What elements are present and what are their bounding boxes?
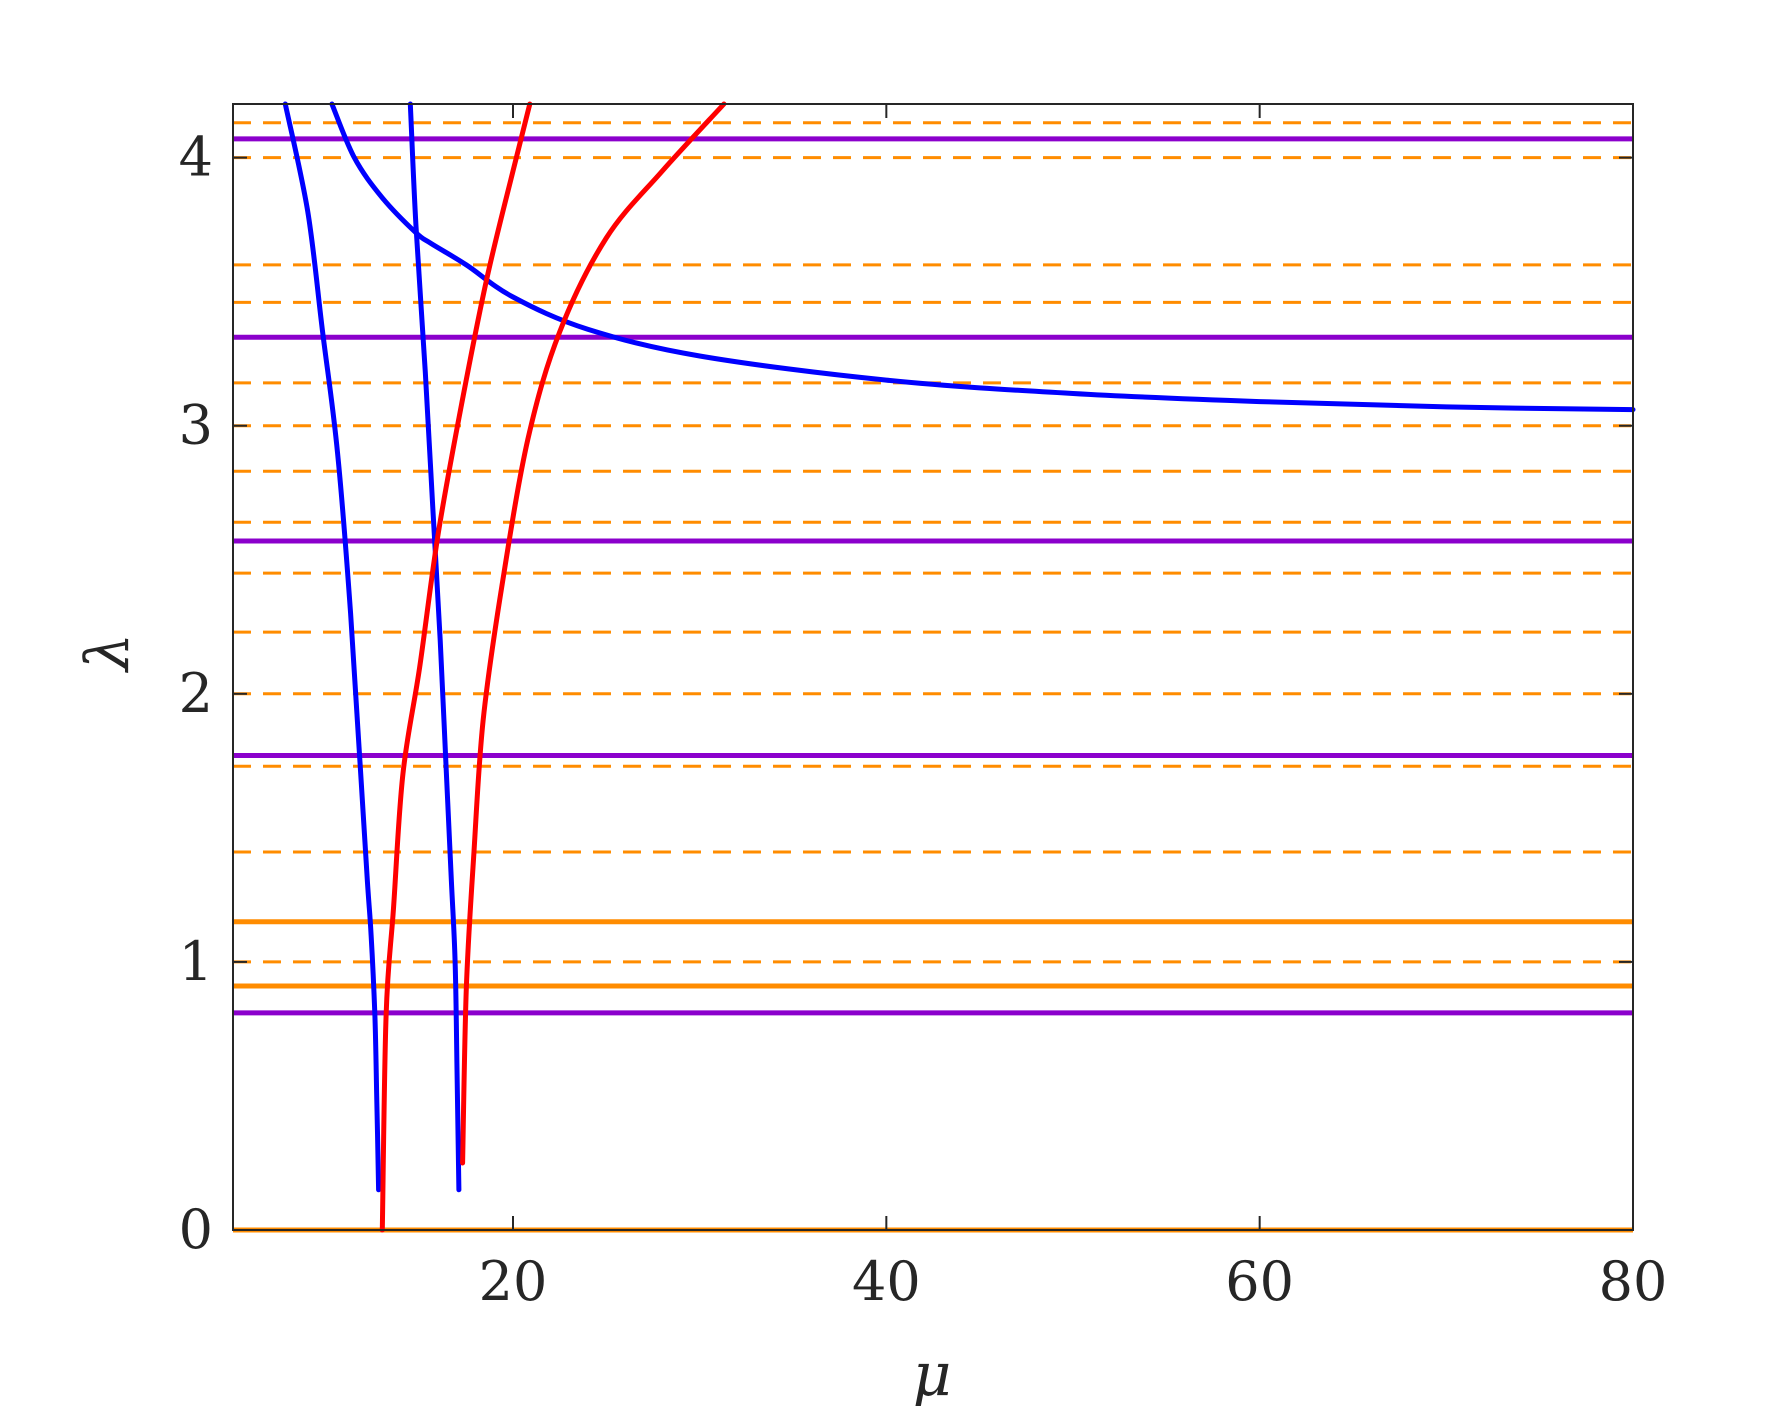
x-tick-label-2: 60	[1225, 1250, 1294, 1313]
x-tick-label-0: 20	[479, 1250, 548, 1313]
y-axis-label: λ	[73, 633, 143, 673]
red-curve-3	[379, 101, 533, 1233]
x-tick-label-3: 80	[1599, 1250, 1668, 1313]
y-tick-label-2: 2	[179, 662, 213, 725]
y-tick-label-1: 1	[179, 930, 213, 993]
y-tick-label-3: 3	[179, 394, 213, 457]
blue-curve-2	[329, 101, 1636, 413]
tick-labels: 20 40 60 80 0 1 2 3 4	[179, 126, 1668, 1313]
x-axis-label: μ	[913, 1340, 952, 1406]
blue-curve-1	[407, 101, 462, 1193]
axes	[232, 103, 1634, 1231]
x-tick-label-1: 40	[852, 1250, 921, 1313]
blue-curve-0	[282, 101, 382, 1193]
y-tick-label-0: 0	[179, 1198, 213, 1261]
horizontal-lines	[233, 121, 1633, 1233]
y-tick-label-4: 4	[179, 126, 213, 189]
red-curve-4	[460, 101, 727, 1166]
plot-frame	[232, 103, 1634, 1231]
curves	[282, 101, 1636, 1233]
